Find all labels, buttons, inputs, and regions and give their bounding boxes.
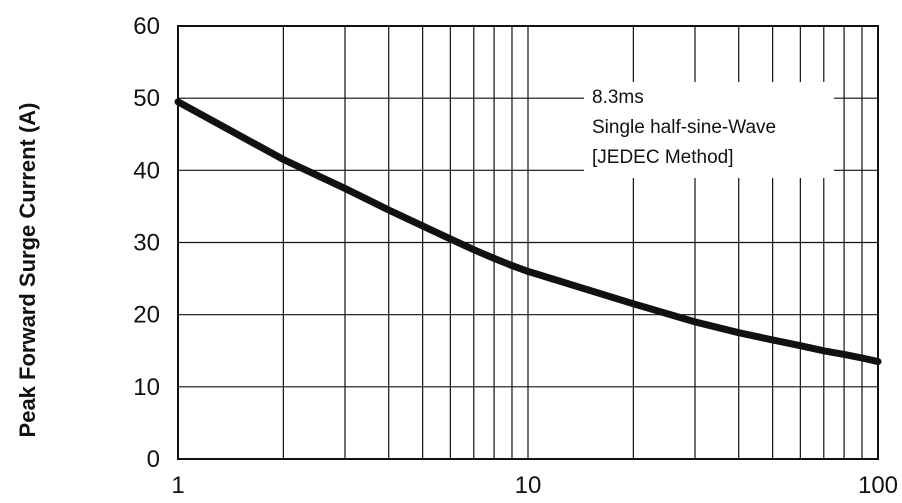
y-tick-labels: 0 10 20 30 40 50 60	[133, 13, 160, 473]
y-tick-label: 10	[133, 374, 160, 401]
series-group	[174, 98, 882, 366]
y-tick-label: 50	[133, 85, 160, 112]
grid-lines	[178, 25, 878, 460]
y-tick-label: 40	[133, 157, 160, 184]
annotation-line-2: Single half-sine-Wave	[592, 117, 776, 138]
x-tick-label: 1	[171, 472, 184, 499]
y-axis-label: Peak Forward Surge Current (A)	[15, 103, 40, 438]
x-tick-label: 100	[858, 472, 898, 499]
plot-frame	[177, 25, 879, 460]
annotation-line-3: [JEDEC Method]	[592, 147, 734, 168]
annotation-line-1: 8.3ms	[592, 87, 644, 108]
y-tick-label: 60	[133, 13, 160, 40]
y-tick-label: 20	[133, 302, 160, 329]
annotation-background	[584, 82, 834, 178]
y-tick-label: 0	[147, 446, 160, 473]
series-line	[174, 98, 882, 366]
annotation-box: 8.3ms Single half-sine-Wave [JEDEC Metho…	[584, 82, 834, 178]
y-tick-label: 30	[133, 230, 160, 257]
x-tick-label: 10	[515, 472, 542, 499]
x-tick-labels: 1 10 100	[171, 472, 898, 499]
